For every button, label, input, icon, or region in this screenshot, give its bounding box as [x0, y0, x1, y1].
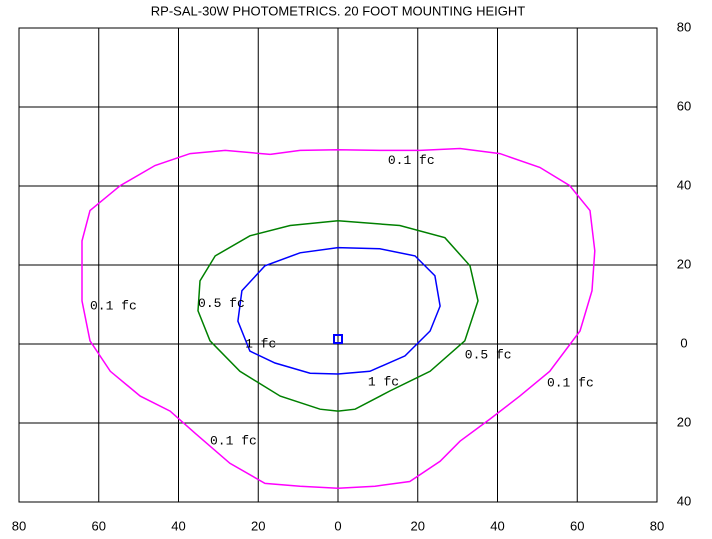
x-tick-label: 60 — [570, 518, 584, 533]
contour-label: 0.5 fc — [198, 296, 245, 311]
luminaire-marker — [333, 334, 343, 344]
y-tick-label: 20 — [677, 256, 691, 271]
y-tick-label: 80 — [677, 19, 691, 34]
x-tick-label: 20 — [411, 518, 425, 533]
contour-label: 0.1 fc — [90, 299, 137, 314]
x-tick-label: 60 — [92, 518, 106, 533]
y-tick-label: 40 — [677, 177, 691, 192]
y-tick-label: 60 — [677, 98, 691, 113]
x-tick-label: 20 — [251, 518, 265, 533]
contour-label: 0.1 fc — [388, 153, 435, 168]
y-tick-label: 0 — [680, 335, 687, 350]
contour-label: 0.1 fc — [210, 434, 257, 449]
x-tick-label: 80 — [12, 518, 26, 533]
y-tick-label: 40 — [677, 493, 691, 508]
contour-label: 0.1 fc — [547, 376, 594, 391]
chart-title: RP-SAL-30W PHOTOMETRICS. 20 FOOT MOUNTIN… — [151, 3, 525, 18]
contour-label: 1 fc — [245, 336, 276, 351]
y-tick-label: 20 — [677, 414, 691, 429]
contour-label: 1 fc — [368, 374, 399, 389]
x-tick-label: 0 — [334, 518, 341, 533]
contour-label: 0.5 fc — [465, 347, 512, 362]
contour-line — [237, 246, 441, 375]
contour-line — [197, 220, 479, 412]
x-tick-label: 40 — [490, 518, 504, 533]
x-tick-label: 80 — [650, 518, 664, 533]
contour-line — [81, 147, 596, 489]
x-tick-label: 40 — [171, 518, 185, 533]
